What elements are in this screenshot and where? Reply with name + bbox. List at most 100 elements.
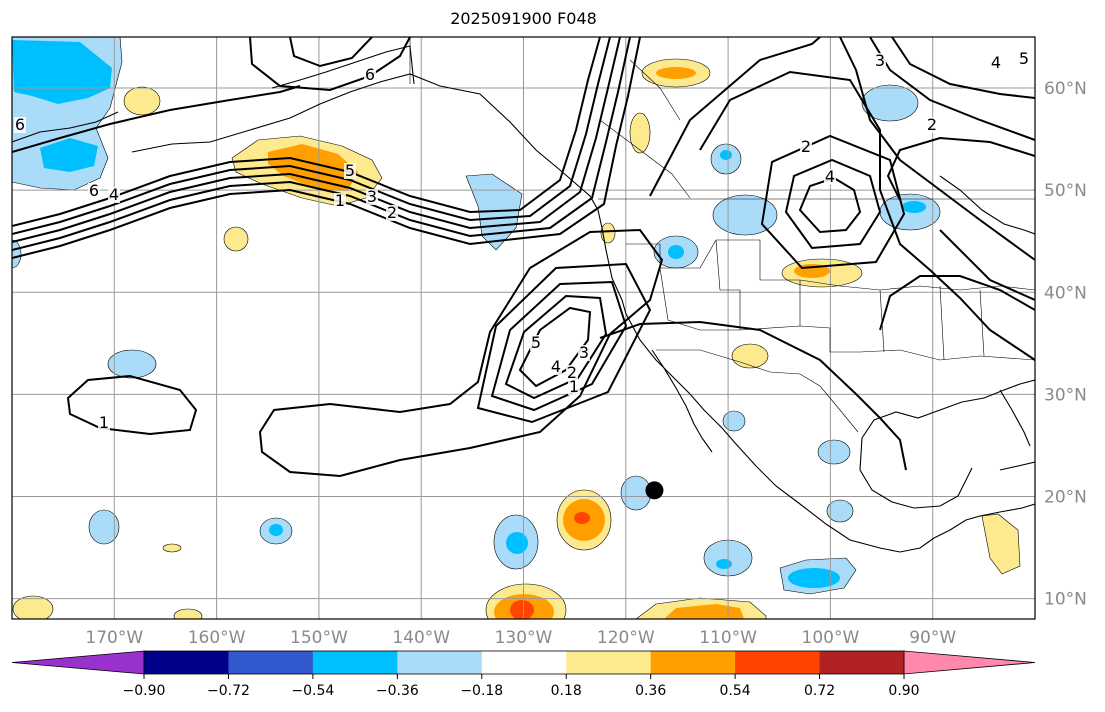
contour-line — [939, 229, 1035, 301]
contour-line — [12, 37, 641, 259]
plot-title: 2025091900 F048 — [450, 9, 597, 28]
contour-line — [891, 37, 1035, 99]
negative-core-nw2 — [40, 138, 98, 172]
contour-label: 2 — [387, 203, 397, 222]
contour-line — [66, 374, 198, 436]
contour-label-bg — [88, 183, 100, 199]
negative-blob — [817, 439, 851, 465]
negative-blob — [861, 84, 919, 122]
contour-label: 1 — [569, 377, 579, 396]
coastline-yucatan — [859, 467, 973, 509]
colorbar-tick-label: −0.18 — [460, 683, 503, 699]
contour-label-bg — [874, 53, 886, 69]
shaded-anomaly-fields — [12, 37, 1021, 619]
coastline-caribbean — [999, 461, 1035, 471]
contour-label: 3 — [367, 187, 377, 206]
lon-tick-label: 110°W — [699, 628, 757, 648]
contour-line — [249, 37, 411, 92]
contour-label: 3 — [875, 51, 885, 70]
colorbar-tick-label: 0.72 — [804, 683, 835, 699]
contour-line — [12, 85, 301, 153]
positive-blob — [162, 543, 182, 553]
contour-label-bg — [14, 117, 26, 133]
contour-label-bg — [800, 139, 812, 155]
negative-core — [788, 568, 840, 588]
contour-line — [839, 37, 1035, 261]
lat-tick-label: 40°N — [1044, 283, 1087, 303]
negative-core — [668, 245, 684, 259]
border-canada-provinces — [599, 59, 691, 199]
coastline-russia — [12, 111, 119, 143]
colorbar-segment — [566, 651, 652, 674]
contour-line — [599, 320, 907, 471]
contour-line — [490, 280, 628, 412]
map-frame — [11, 36, 1036, 620]
coastlines — [12, 45, 1035, 553]
colorbar-tick-label: −0.90 — [123, 683, 166, 699]
positive-blob — [12, 595, 54, 619]
positive-core — [656, 67, 696, 79]
positive-blob — [600, 222, 616, 244]
contour-label: 6 — [15, 115, 25, 134]
contour-label: 5 — [1019, 49, 1029, 68]
contour-line — [518, 306, 592, 388]
contour-label-bg — [568, 379, 580, 395]
contour-line — [289, 37, 373, 68]
contour-label-bg — [366, 189, 378, 205]
contour-label-bg — [550, 359, 562, 375]
contour-lines — [12, 37, 1035, 478]
contour-label: 1 — [99, 413, 109, 432]
colorbar-tick-label: 0.18 — [551, 683, 582, 699]
contour-label-bg — [578, 345, 590, 361]
positive-core — [664, 604, 744, 619]
contour-label-bg — [364, 67, 376, 83]
lon-tick-label: 170°W — [85, 628, 143, 648]
borders — [409, 37, 1035, 433]
colorbar-tick-label: 0.54 — [720, 683, 751, 699]
lon-tick-label: 150°W — [290, 628, 348, 648]
border-states-1 — [626, 239, 1035, 291]
contour-line — [258, 228, 664, 478]
contour-label: 4 — [551, 357, 561, 376]
contour-line — [504, 294, 608, 400]
coastline-gulf-of-mexico — [859, 379, 1035, 471]
contour-label: 4 — [109, 185, 119, 204]
lon-tick-label: 140°W — [392, 628, 450, 648]
positive-peak — [510, 600, 534, 619]
colorbar: −0.90 −0.72 −0.54 −0.36 −0.18 0.18 0.36 0.54 0.7… — [11, 650, 1036, 699]
contour-label: 4 — [825, 167, 835, 186]
colorbar-segment — [397, 651, 483, 674]
positive-blob — [981, 513, 1021, 575]
contour-line — [879, 275, 1035, 331]
contour-line — [12, 37, 631, 251]
colorbar-extend-high — [903, 650, 1036, 675]
colorbar-tick-label: −0.36 — [376, 683, 419, 699]
contour-line — [760, 134, 906, 270]
border-states-2 — [659, 267, 1035, 361]
colorbar-segment — [228, 651, 314, 674]
contour-line — [886, 136, 1035, 201]
colorbar-segment — [819, 651, 905, 674]
positive-blob — [223, 226, 249, 252]
lat-tick-label: 20°N — [1044, 487, 1087, 507]
contour-line — [798, 176, 862, 234]
colorbar-tick-label: −0.72 — [207, 683, 250, 699]
contour-line — [649, 37, 821, 197]
positive-blob — [731, 343, 769, 369]
contour-label-bg — [334, 193, 346, 209]
contour-label: 3 — [579, 343, 589, 362]
contour-label-bg — [108, 187, 120, 203]
latitude-tick-labels: 60°N 50°N 40°N 30°N 20°N 10°N — [1044, 79, 1087, 610]
negative-core — [506, 532, 528, 554]
lat-tick-label: 60°N — [1044, 79, 1087, 99]
lat-tick-label: 10°N — [1044, 590, 1087, 610]
negative-blob — [107, 349, 157, 379]
lat-tick-label: 50°N — [1044, 181, 1087, 201]
contour-label: 4 — [991, 53, 1001, 72]
coastline-baja — [651, 349, 713, 453]
coastline-central-america — [933, 503, 1035, 539]
negative-core — [720, 150, 732, 160]
contour-label: 5 — [531, 333, 541, 352]
